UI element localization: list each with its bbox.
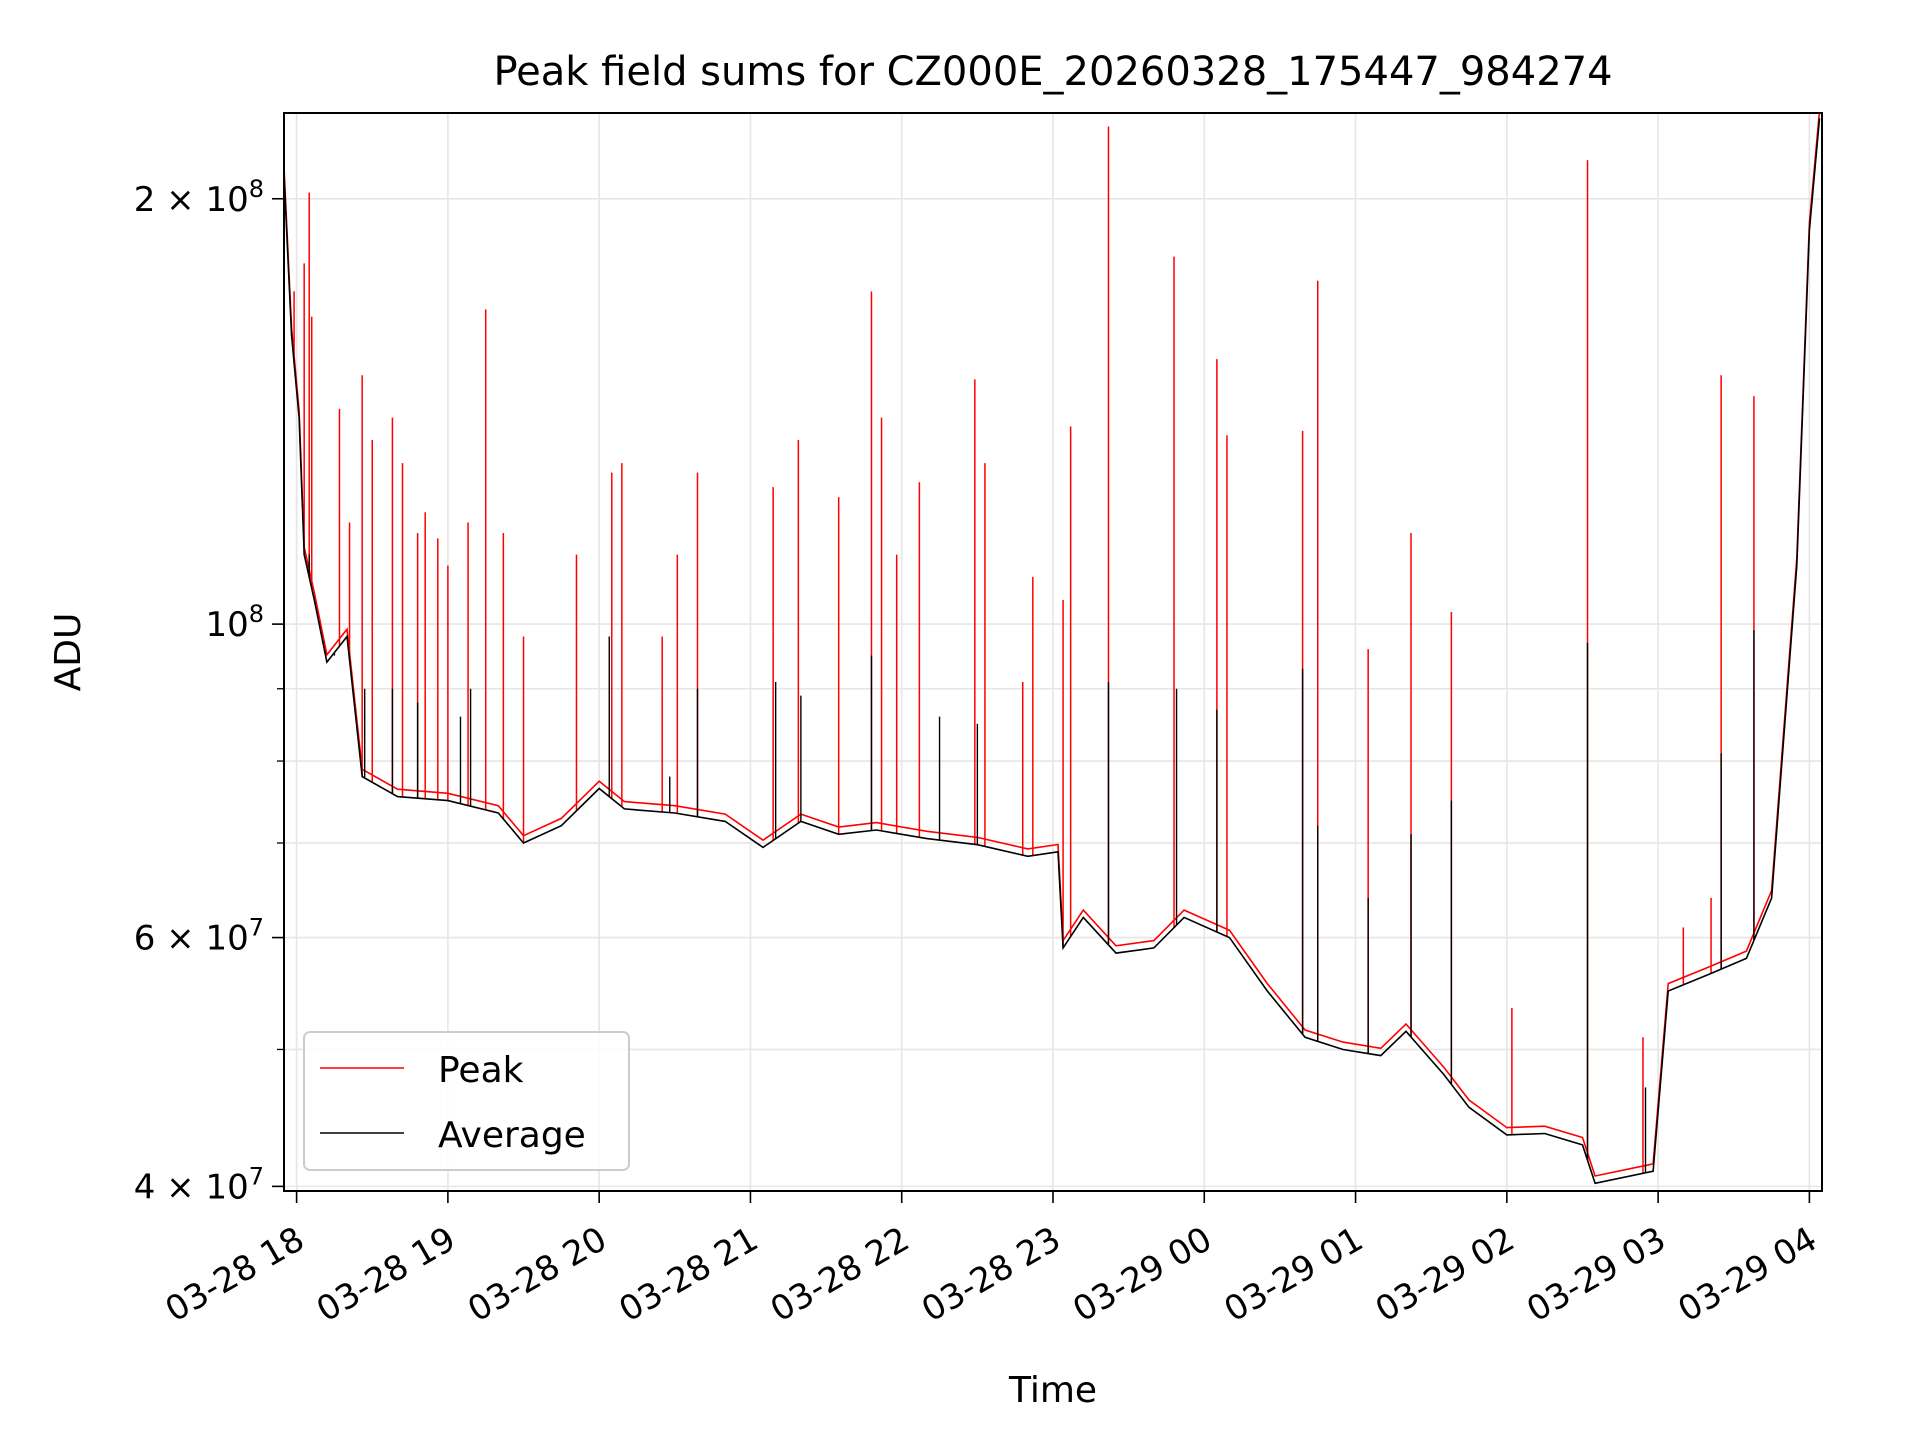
legend-average-label: Average	[438, 1115, 586, 1156]
y-tick-label: 4 × 107	[134, 1162, 264, 1207]
y-tick-label: 2 × 108	[134, 175, 264, 220]
legend: Peak Average	[303, 1031, 630, 1171]
plot-area	[284, 113, 1821, 1185]
legend-box	[303, 1031, 630, 1171]
average-line	[284, 118, 1821, 1185]
y-axis-label: ADU	[48, 613, 89, 692]
chart-title: Peak field sums for CZ000E_20260328_1754…	[493, 49, 1612, 95]
y-axis: 4 × 107 6 × 107 108 2 × 108	[134, 175, 284, 1207]
legend-peak-label: Peak	[438, 1050, 524, 1091]
series-layer	[284, 113, 1821, 1185]
x-axis-label: Time	[1008, 1370, 1097, 1411]
y-tick-label: 6 × 107	[134, 914, 264, 959]
grid-layer	[284, 113, 1822, 1191]
y-tick-label: 108	[205, 600, 264, 645]
